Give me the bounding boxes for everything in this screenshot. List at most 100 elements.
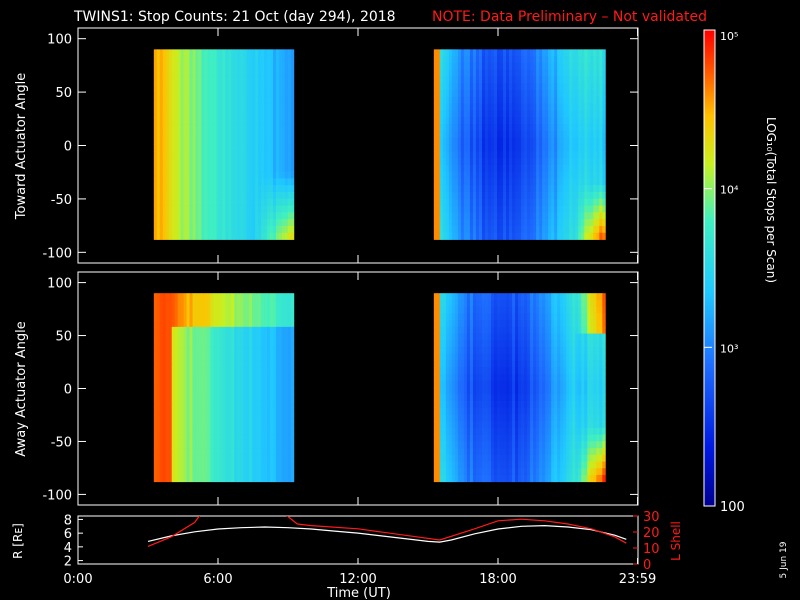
toward-heatmap-cell	[436, 185, 441, 193]
toward-heatmap-cell	[249, 90, 253, 98]
away-heatmap-cell	[475, 454, 480, 462]
away-heatmap-cell	[497, 400, 501, 409]
away-heatmap-cell	[156, 367, 161, 375]
away-heatmap-cell	[156, 448, 161, 456]
away-heatmap-cell	[457, 454, 462, 462]
away-heatmap-cell	[284, 306, 289, 314]
away-heatmap-cell	[451, 360, 456, 368]
toward-heatmap-cell	[521, 164, 525, 172]
toward-heatmap-cell	[290, 219, 295, 227]
toward-heatmap-cell	[548, 178, 552, 186]
toward-heatmap-cell	[198, 151, 202, 159]
toward-heatmap-cell	[593, 49, 597, 57]
toward-heatmap-cell	[201, 117, 205, 125]
away-heatmap-cell	[198, 326, 202, 334]
away-heatmap-cell	[281, 434, 286, 442]
toward-heatmap-cell	[255, 110, 259, 118]
toward-heatmap-cell	[491, 198, 495, 206]
toward-heatmap-cell	[563, 232, 567, 240]
away-heatmap-cell	[228, 407, 232, 415]
toward-heatmap-cell	[165, 83, 170, 91]
toward-heatmap-cell	[554, 137, 558, 145]
away-heatmap-cell	[237, 448, 241, 456]
toward-heatmap-cell	[249, 198, 253, 206]
away-heatmap-cell	[171, 461, 176, 469]
away-heatmap-cell	[445, 414, 450, 422]
away-heatmap-cell	[433, 414, 438, 422]
away-heatmap-cell	[258, 474, 262, 483]
away-heatmap-cell	[439, 454, 444, 462]
away-heatmap-cell	[228, 421, 232, 429]
toward-heatmap-cell	[207, 205, 211, 213]
away-heatmap-cell	[189, 299, 193, 308]
toward-heatmap-cell	[156, 76, 161, 84]
toward-heatmap-cell	[451, 144, 456, 152]
away-heatmap-cell	[213, 353, 217, 361]
away-heatmap-cell	[460, 387, 465, 395]
toward-heatmap-cell	[512, 232, 516, 240]
away-heatmap-cell	[180, 367, 185, 375]
away-heatmap-cell	[290, 360, 295, 368]
away-heatmap-cell	[264, 461, 268, 469]
toward-heatmap-cell	[246, 185, 250, 193]
away-heatmap-cell	[284, 400, 289, 409]
toward-heatmap-cell	[539, 164, 543, 172]
away-heatmap-cell	[159, 421, 164, 429]
away-heatmap-cell	[445, 320, 450, 328]
away-heatmap-cell	[463, 353, 468, 361]
toward-heatmap-cell	[466, 171, 471, 179]
toward-heatmap-cell	[602, 219, 606, 227]
toward-heatmap-cell	[494, 171, 498, 179]
away-heatmap-cell	[272, 421, 277, 429]
toward-heatmap-cell	[225, 137, 229, 145]
away-heatmap-cell	[497, 326, 501, 334]
away-heatmap-cell	[445, 421, 450, 429]
toward-heatmap-cell	[246, 49, 250, 57]
toward-heatmap-cell	[183, 178, 187, 186]
away-heatmap-cell	[500, 474, 504, 483]
away-heatmap-cell	[270, 468, 274, 476]
toward-heatmap-cell	[497, 164, 501, 172]
toward-heatmap-cell	[165, 117, 170, 125]
toward-heatmap-cell	[448, 225, 453, 234]
toward-heatmap-cell	[264, 178, 268, 186]
toward-heatmap-cell	[246, 225, 250, 234]
toward-heatmap-cell	[272, 124, 277, 132]
toward-heatmap-cell	[177, 76, 182, 84]
toward-heatmap-cell	[177, 198, 182, 206]
toward-heatmap-cell	[165, 96, 170, 105]
toward-heatmap-cell	[521, 212, 525, 220]
toward-heatmap-cell	[258, 178, 262, 186]
toward-heatmap-cell	[222, 185, 226, 193]
toward-heatmap-cell	[192, 83, 196, 91]
toward-heatmap-cell	[451, 164, 456, 172]
toward-heatmap-cell	[159, 103, 164, 111]
away-heatmap-cell	[228, 326, 232, 334]
toward-heatmap-cell	[484, 83, 489, 91]
toward-heatmap-cell	[281, 164, 286, 172]
toward-heatmap-cell	[515, 62, 519, 71]
toward-heatmap-cell	[448, 130, 453, 139]
toward-heatmap-cell	[584, 90, 588, 98]
toward-heatmap-cell	[515, 151, 519, 159]
toward-heatmap-cell	[454, 49, 459, 57]
toward-heatmap-cell	[171, 225, 176, 234]
away-heatmap-cell	[484, 340, 489, 348]
toward-heatmap-cell	[487, 225, 492, 234]
away-heatmap-cell	[275, 293, 280, 301]
toward-heatmap-cell	[596, 144, 600, 152]
toward-heatmap-cell	[159, 124, 164, 132]
away-heatmap-cell	[183, 421, 187, 429]
toward-heatmap-cell	[454, 171, 459, 179]
toward-heatmap-cell	[275, 171, 280, 179]
away-heatmap-cell	[472, 373, 477, 382]
away-heatmap-cell	[475, 407, 480, 415]
away-heatmap-cell	[491, 400, 495, 409]
away-heatmap-cell	[183, 434, 187, 442]
away-heatmap-cell	[448, 367, 453, 375]
toward-heatmap-cell	[454, 62, 459, 71]
toward-heatmap-cell	[264, 185, 268, 193]
toward-heatmap-cell	[593, 56, 597, 64]
toward-heatmap-cell	[554, 56, 558, 64]
toward-heatmap-cell	[481, 124, 486, 132]
